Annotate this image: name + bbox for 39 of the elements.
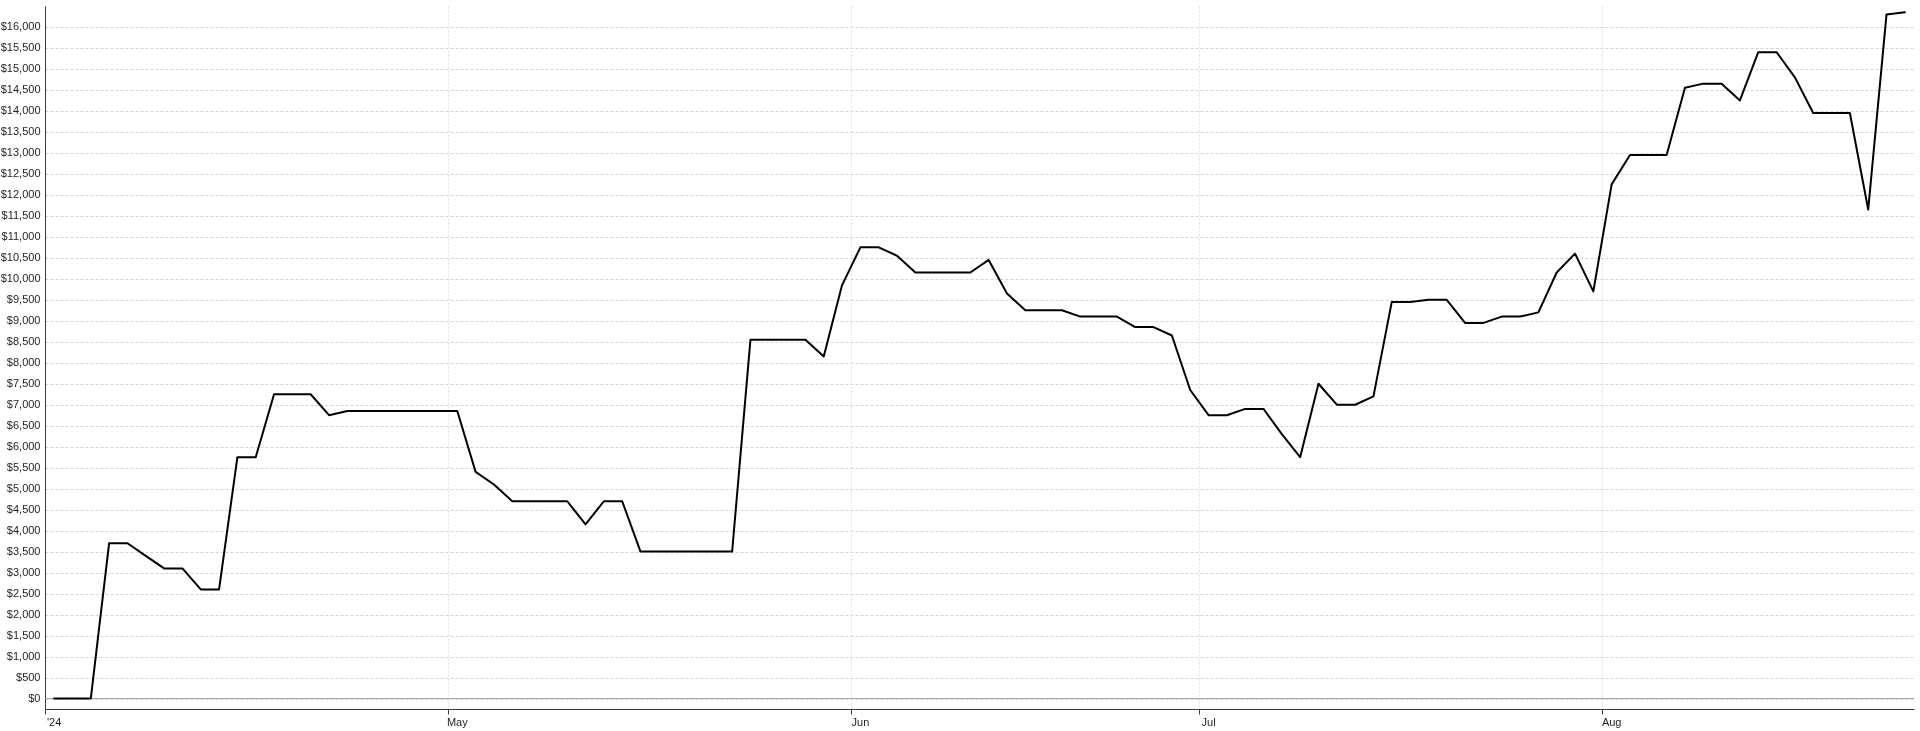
y-tick-label: $13,000 <box>0 146 41 159</box>
y-tick-label: $10,000 <box>0 272 41 285</box>
y-tick-label: $0 <box>28 692 41 705</box>
x-tick-label: Jun <box>851 715 870 728</box>
y-tick-label: $15,500 <box>0 41 41 54</box>
y-tick-label: $5,000 <box>6 482 41 495</box>
y-tick-label: $12,000 <box>0 188 41 201</box>
y-tick-label: $4,000 <box>6 524 41 537</box>
y-tick-label: $15,000 <box>0 62 41 75</box>
x-tick-label: Aug <box>1601 715 1622 728</box>
y-tick-label: $11,500 <box>1 209 41 222</box>
y-tick-label: $2,500 <box>6 587 41 600</box>
y-tick-label: $16,000 <box>0 20 41 33</box>
y-tick-label: $14,000 <box>0 104 41 117</box>
y-tick-label: $1,500 <box>6 629 41 642</box>
y-tick-label: $4,500 <box>6 503 41 516</box>
x-tick-label: Jul <box>1201 715 1216 728</box>
y-tick-label: $13,500 <box>0 125 41 138</box>
y-tick-label: $12,500 <box>0 167 41 180</box>
y-tick-label: $14,500 <box>0 83 41 96</box>
y-tick-label: $8,500 <box>6 335 41 348</box>
y-tick-label: $10,500 <box>0 251 41 264</box>
y-tick-label: $500 <box>16 671 41 684</box>
y-tick-label: $11,000 <box>1 230 41 243</box>
y-tick-label: $1,000 <box>6 650 41 663</box>
y-tick-label: $9,500 <box>6 293 41 306</box>
y-tick-label: $3,500 <box>6 545 41 558</box>
y-tick-label: $8,000 <box>6 356 41 369</box>
y-tick-label: $5,500 <box>6 461 41 474</box>
y-tick-label: $6,000 <box>6 440 41 453</box>
y-tick-label: $7,000 <box>6 398 41 411</box>
x-tick-label: '24 <box>46 715 62 728</box>
line-series <box>53 11 1906 700</box>
y-tick-label: $2,000 <box>6 608 41 621</box>
x-tick-label: May <box>446 715 469 728</box>
y-tick-label: $7,500 <box>6 377 41 390</box>
y-tick-label: $6,500 <box>6 419 41 432</box>
y-tick-label: $3,000 <box>6 566 41 579</box>
y-tick-label: $9,000 <box>6 314 41 327</box>
